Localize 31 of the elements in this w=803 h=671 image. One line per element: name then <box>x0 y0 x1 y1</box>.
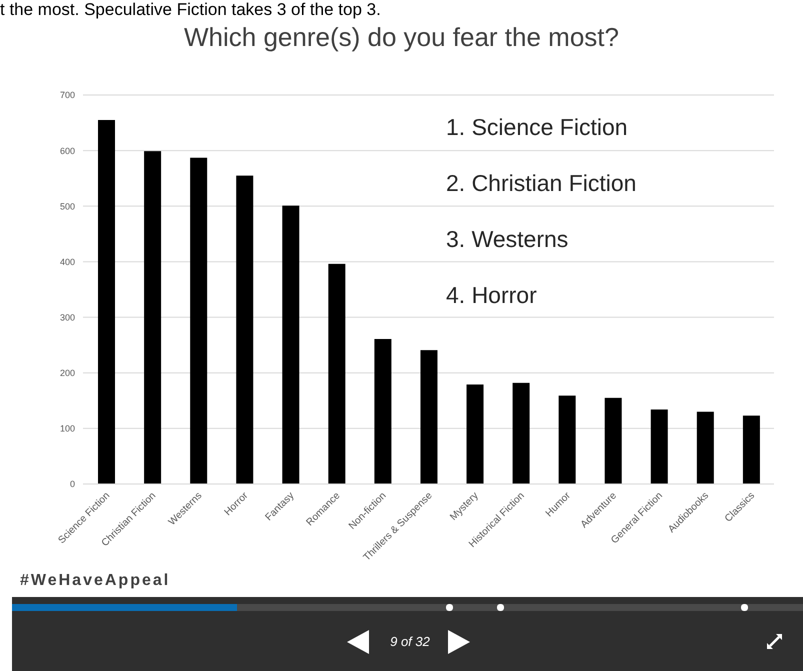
bar <box>374 338 392 484</box>
y-tick-label: 0 <box>70 479 75 490</box>
bar <box>190 158 208 484</box>
bar <box>512 382 530 484</box>
y-tick-label: 700 <box>60 90 75 100</box>
y-tick-label: 500 <box>60 201 75 212</box>
bar <box>98 120 115 484</box>
bar <box>236 176 254 484</box>
bar <box>558 396 576 484</box>
text: t the most. Speculative Fiction takes 3 of the top 3. <box>0 0 381 20</box>
y-tick-label: 600 <box>60 146 75 156</box>
bar <box>696 412 714 484</box>
annotation: 3. Westerns <box>446 226 568 253</box>
bar <box>466 384 484 484</box>
y-tick-label: 100 <box>60 424 75 434</box>
y-tick-label: 200 <box>60 368 75 378</box>
bar <box>282 206 300 484</box>
annotation: 2. Christian Fiction <box>446 170 636 197</box>
text: 9 of 32 <box>389 634 431 649</box>
text: #WeHaveAppeal <box>20 572 170 590</box>
y-tick-label: 400 <box>60 256 75 267</box>
bar <box>650 410 668 484</box>
annotation: 4. Horror <box>446 282 537 309</box>
bar <box>604 398 622 484</box>
bar <box>328 264 346 484</box>
bar <box>742 416 760 484</box>
bar <box>144 151 162 484</box>
annotation: 1. Science Fiction <box>446 114 628 141</box>
y-tick-label: 300 <box>60 312 75 322</box>
bar <box>420 350 438 484</box>
chart-title: Which genre(s) do you fear the most? <box>183 22 620 53</box>
